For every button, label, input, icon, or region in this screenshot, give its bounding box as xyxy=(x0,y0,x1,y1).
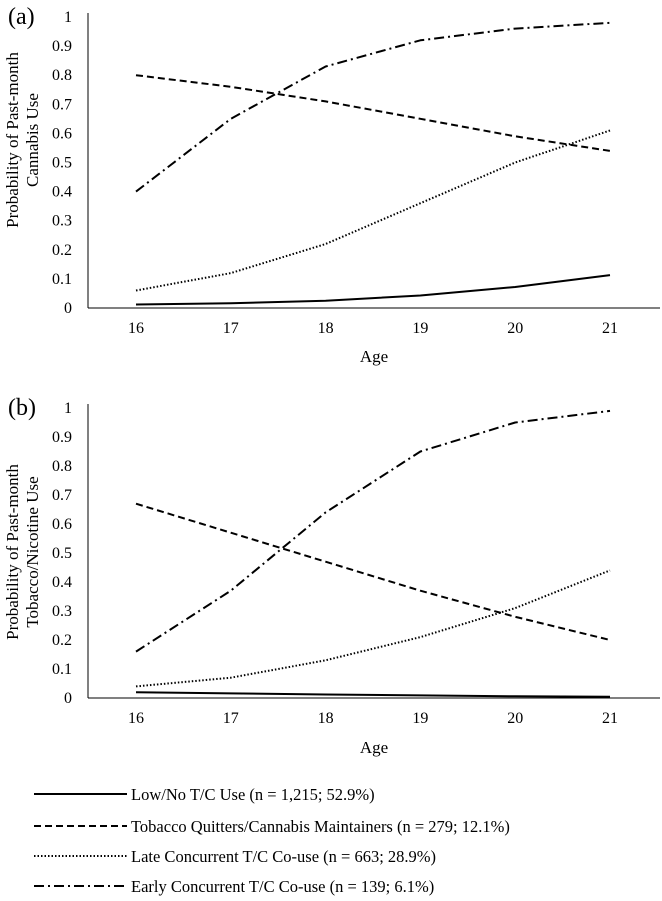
panel-b-x-tick-label: 18 xyxy=(318,710,334,727)
panel-a-y-tick-label: 0.6 xyxy=(52,125,72,142)
panel-a-y-tick-label: 0.4 xyxy=(52,184,72,201)
panel-b-y-tick-label: 0.5 xyxy=(52,545,72,562)
panel-a-series xyxy=(135,21,611,306)
panel-b-x-tick-label: 16 xyxy=(128,710,144,727)
panel-b-y-tick-label: 0.1 xyxy=(52,661,72,678)
legend-label-late: Late Concurrent T/C Co-use (n = 663; 28.… xyxy=(131,847,436,866)
legend-label-low: Low/No T/C Use (n = 1,215; 52.9%) xyxy=(131,785,375,804)
panel-b-series-quit xyxy=(135,502,611,641)
panel-a-y-tick-label: 0.9 xyxy=(52,38,72,55)
panel-a-axes: 0 0.1 0.2 0.3 0.4 0.5 0.6 0.7 0.8 0.9 1 16 17 18 19 20 2… xyxy=(52,9,660,337)
panel-a-x-tick-label: 21 xyxy=(602,320,618,337)
panel-a-xlabel: Age xyxy=(360,347,388,366)
panel-a-label: (a) xyxy=(8,4,35,30)
legend-label-quit: Tobacco Quitters/Cannabis Maintainers (n… xyxy=(131,817,510,836)
legend: Low/No T/C Use (n = 1,215; 52.9%) Tobacc… xyxy=(34,785,510,896)
panel-b-y-tick-label: 0.4 xyxy=(52,574,72,591)
panel-b-y-tick-label: 0.6 xyxy=(52,516,72,533)
panel-a-x-tick-label: 17 xyxy=(223,320,239,337)
panel-b-y-tick-label: 0.8 xyxy=(52,458,72,475)
panel-b-series-late xyxy=(135,569,611,688)
panel-b-axes: 0 0.1 0.2 0.3 0.4 0.5 0.6 0.7 0.8 0.9 1 16 17 18 19 20 2… xyxy=(52,400,660,727)
panel-b-y-tick-label: 0.3 xyxy=(52,603,72,620)
legend-label-early: Early Concurrent T/C Co-use (n = 139; 6.… xyxy=(131,877,434,896)
panel-b-series-early xyxy=(135,409,611,653)
panel-a-y-tick-label: 0.8 xyxy=(52,67,72,84)
panel-a-y-tick-label: 0.3 xyxy=(52,213,72,230)
panel-a-x-tick-label: 20 xyxy=(507,320,523,337)
panel-a-series-low xyxy=(135,274,611,306)
panel-b-x-tick-label: 19 xyxy=(412,710,428,727)
panel-b-ylabel-line-1: Probability of Past-month xyxy=(3,464,22,640)
panel-a-y-tick-label: 0.7 xyxy=(52,96,72,113)
panel-a-x-tick-label: 18 xyxy=(318,320,334,337)
panel-a-y-tick-label: 1 xyxy=(64,9,72,26)
panel-b-y-tick-label: 0 xyxy=(64,690,72,707)
panel-a-series-quit xyxy=(135,74,611,152)
panel-a-series-early xyxy=(135,21,611,193)
panel-a: (a) Probability of Past-month Cannabis U… xyxy=(3,4,660,366)
panel-a-y-tick-label: 0 xyxy=(64,300,72,317)
panel-b-series-low xyxy=(135,691,611,698)
panel-b-y-tick-label: 0.7 xyxy=(52,487,72,504)
panel-a-y-tick-label: 0.2 xyxy=(52,242,72,259)
panel-a-y-tick-label: 0.1 xyxy=(52,271,72,288)
panel-b-xlabel: Age xyxy=(360,738,388,757)
panel-b-y-tick-label: 1 xyxy=(64,400,72,417)
panel-b-label: (b) xyxy=(8,395,36,421)
panel-a-ylabel-line-2: Cannabis Use xyxy=(23,93,42,187)
panel-b-ylabel-line-2: Tobacco/Nicotine Use xyxy=(23,476,42,627)
panel-a-x-tick-label: 19 xyxy=(412,320,428,337)
panel-b-series xyxy=(135,409,611,698)
panel-b-y-tick-label: 0.2 xyxy=(52,632,72,649)
panel-b-x-tick-label: 20 xyxy=(507,710,523,727)
panel-a-ylabel-line-1: Probability of Past-month xyxy=(3,52,22,228)
panel-b: (b) Probability of Past-month Tobacco/Ni… xyxy=(3,395,660,757)
panel-b-x-tick-label: 21 xyxy=(602,710,618,727)
panel-b-y-tick-label: 0.9 xyxy=(52,429,72,446)
panel-a-series-late xyxy=(135,129,611,292)
panel-a-x-tick-label: 16 xyxy=(128,320,144,337)
panel-a-y-tick-label: 0.5 xyxy=(52,155,72,172)
panel-b-x-tick-label: 17 xyxy=(223,710,239,727)
